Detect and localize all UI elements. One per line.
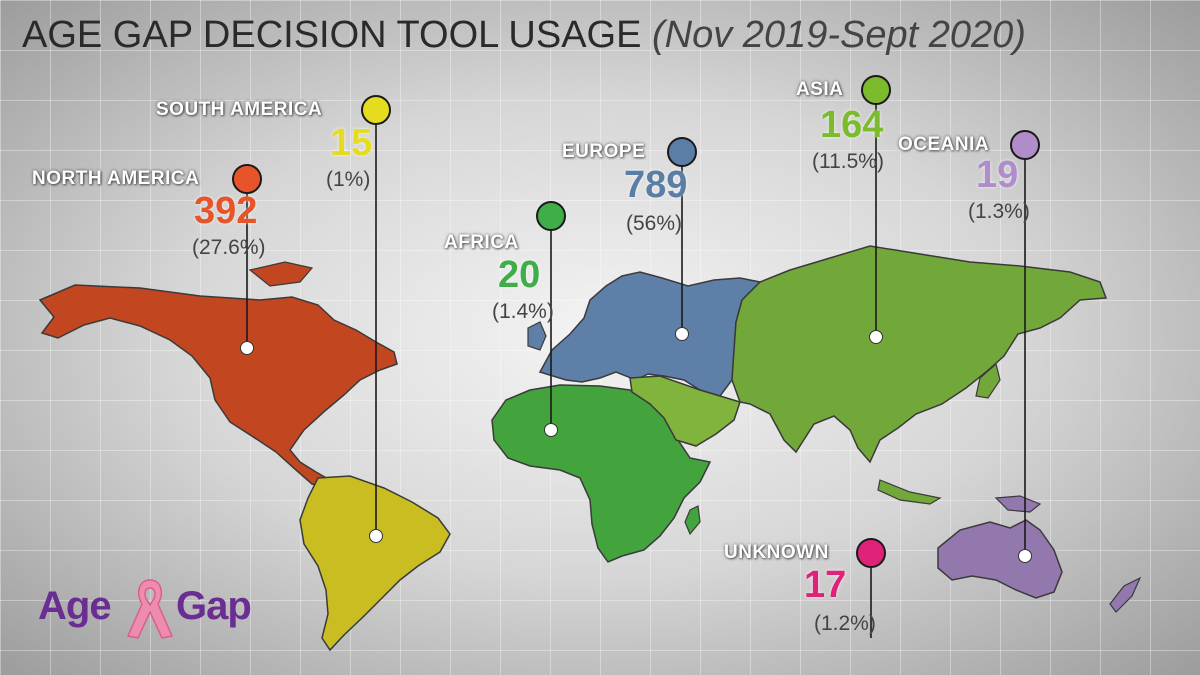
continent-south-america[interactable] <box>299 475 451 652</box>
pin-head-asia[interactable] <box>861 75 891 105</box>
region-percent-oceania: (1.3%) <box>968 200 1030 223</box>
region-percent-north-america: (27.6%) <box>192 236 266 259</box>
region-name-asia: ASIA <box>796 79 844 100</box>
logo-text-age: Age <box>38 584 112 628</box>
continent-north-america[interactable] <box>38 284 398 489</box>
location-dot-oceania <box>1018 549 1032 563</box>
location-dot-north-america <box>240 341 254 355</box>
pin-head-africa[interactable] <box>536 201 566 231</box>
pin-head-south-america[interactable] <box>361 95 391 125</box>
title-main: AGE GAP DECISION TOOL USAGE <box>22 14 642 56</box>
region-name-africa: AFRICA <box>444 232 519 253</box>
pin-head-unknown[interactable] <box>856 538 886 568</box>
pin-head-north-america[interactable] <box>232 164 262 194</box>
pin-head-europe[interactable] <box>667 137 697 167</box>
arctic-islands <box>248 261 314 287</box>
continent-asia[interactable] <box>731 245 1108 464</box>
region-name-north-america: NORTH AMERICA <box>32 168 200 189</box>
region-percent-south-america: (1%) <box>326 168 371 191</box>
region-percent-europe: (56%) <box>626 212 683 235</box>
island-britain <box>527 321 547 351</box>
island-japan <box>975 362 1001 399</box>
region-count-oceania: 19 <box>976 154 1019 196</box>
region-count-europe: 789 <box>624 164 688 206</box>
location-dot-south-america <box>369 529 383 543</box>
region-percent-unknown: (1.2%) <box>814 612 876 635</box>
region-count-africa: 20 <box>498 254 541 296</box>
region-name-europe: EUROPE <box>562 141 646 162</box>
pink-ribbon-icon <box>126 579 174 639</box>
region-count-south-america: 15 <box>330 122 373 164</box>
region-percent-asia: (11.5%) <box>812 150 884 173</box>
age-gap-logo: Age Gap <box>38 579 268 640</box>
island-new-guinea <box>994 495 1042 513</box>
page-title: AGE GAP DECISION TOOL USAGE (Nov 2019-Se… <box>22 14 1026 57</box>
location-dot-asia <box>869 330 883 344</box>
region-name-oceania: OCEANIA <box>898 134 990 155</box>
region-name-unknown: UNKNOWN <box>724 542 829 563</box>
region-middle-east[interactable] <box>629 375 741 447</box>
region-count-north-america: 392 <box>194 190 258 232</box>
logo-text-gap: Gap <box>176 584 252 628</box>
region-count-asia: 164 <box>820 104 884 146</box>
islands-new-zealand <box>1109 576 1142 613</box>
island-madagascar <box>684 505 701 536</box>
continent-australia[interactable] <box>937 519 1063 599</box>
pin-head-oceania[interactable] <box>1010 130 1040 160</box>
location-dot-europe <box>675 327 689 341</box>
location-dot-africa <box>544 423 558 437</box>
map-pins <box>232 75 1040 638</box>
region-name-south-america: SOUTH AMERICA <box>156 99 323 120</box>
region-percent-africa: (1.4%) <box>492 300 554 323</box>
islands-indonesia <box>877 479 942 505</box>
region-count-unknown: 17 <box>804 564 847 606</box>
title-date-range: (Nov 2019-Sept 2020) <box>652 14 1026 56</box>
